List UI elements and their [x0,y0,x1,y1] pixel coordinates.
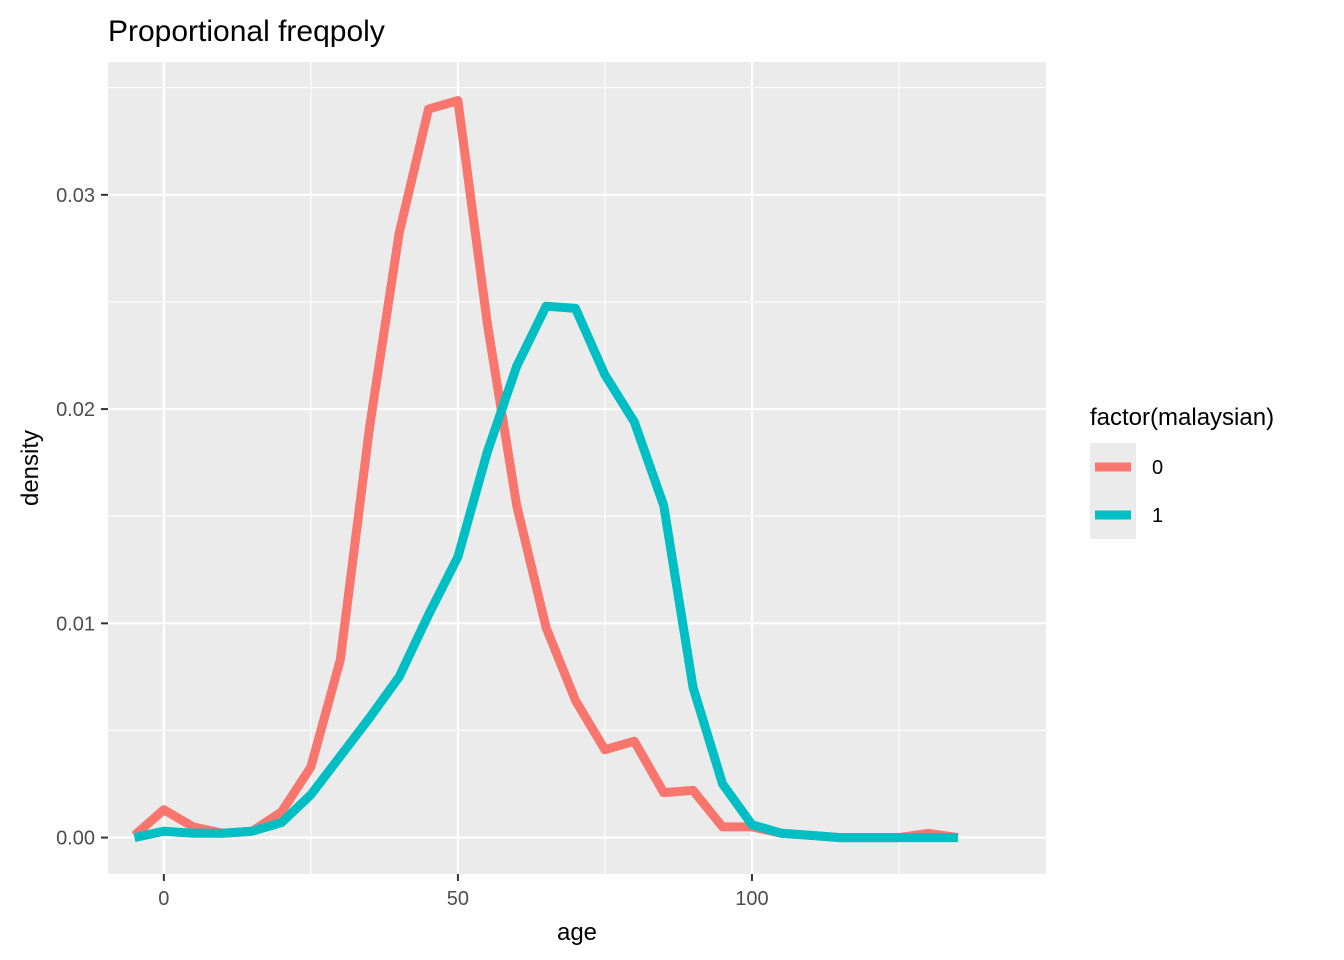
x-tick-label: 50 [447,888,469,910]
x-axis-title: age [557,919,597,946]
y-tick-label: 0.03 [56,185,95,207]
x-tick-label: 100 [735,888,768,910]
series-line-1 [133,301,958,843]
major-gridlines [108,62,1046,874]
y-tick-label: 0.02 [56,399,95,421]
legend-label-0: 0 [1152,457,1163,479]
minor-gridlines [108,62,1046,874]
plot-panel [108,62,1046,874]
y-axis-title: density [17,430,44,506]
y-tick-label: 0.00 [56,828,95,850]
chart-title: Proportional freqpoly [108,15,385,48]
legend: factor(malaysian) 0 1 [1090,404,1274,539]
legend-label-1: 1 [1152,505,1163,527]
y-axis: 0.00 0.01 0.02 0.03 [56,185,108,850]
y-tick-label: 0.01 [56,613,95,635]
x-tick-label: 0 [158,888,169,910]
x-axis: 0 50 100 [158,874,769,910]
series-lines [131,96,959,843]
legend-title: factor(malaysian) [1090,404,1274,431]
